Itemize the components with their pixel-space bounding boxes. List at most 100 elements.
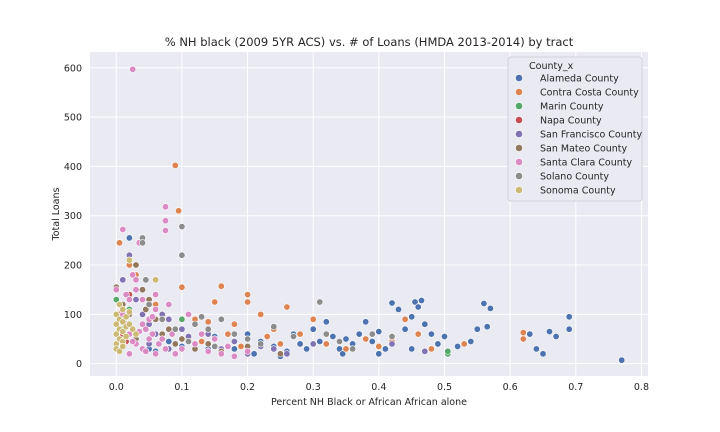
data-point [217,282,225,290]
data-point [427,345,435,353]
legend-label: Napa County [540,116,602,127]
data-point [316,337,324,345]
data-point [142,325,150,333]
legend-label: Contra Costa County [540,88,639,99]
data-point [142,276,150,284]
y-tick-label: 500 [64,113,82,124]
data-point [362,318,370,326]
data-point [335,337,343,345]
data-point [362,335,370,343]
legend-marker [515,172,523,180]
data-point [309,315,317,323]
data-point [414,330,422,338]
data-point [473,325,481,333]
data-point [125,296,133,304]
y-tick-label: 400 [64,162,82,173]
data-point [112,330,120,338]
legend-title: County_x [529,61,574,72]
data-point [401,315,409,323]
data-point [198,337,206,345]
data-point [440,332,448,340]
data-point [158,315,166,323]
data-point [191,340,199,348]
data-point [211,342,219,350]
data-point [142,305,150,313]
data-point [421,320,429,328]
data-point [244,291,252,299]
legend-label: Santa Clara County [540,158,632,169]
data-point [171,350,179,358]
data-point [329,332,337,340]
y-tick-label: 600 [64,63,82,74]
data-point [349,345,357,353]
data-point [519,329,527,337]
data-point [116,300,124,308]
data-points [112,65,626,364]
y-tick-label: 200 [64,261,82,272]
data-point [467,337,475,345]
data-point [178,223,186,231]
data-point [244,298,252,306]
data-point [224,330,232,338]
data-point [375,342,383,350]
data-point [532,345,540,353]
data-point [162,217,170,225]
data-point [316,298,324,306]
data-point [112,296,120,304]
data-point [283,350,291,358]
data-point [618,356,626,364]
data-point [129,337,137,345]
data-point [211,298,219,306]
data-point [388,299,396,307]
data-point [171,325,179,333]
data-point [322,318,330,326]
data-point [139,310,147,318]
data-point [119,305,127,313]
data-point [132,330,140,338]
legend-marker [515,144,523,152]
legend-label: Marin County [540,102,604,113]
x-tick-label: 0.8 [634,382,649,393]
data-point [217,315,225,323]
data-point [171,161,179,169]
data-point [434,340,442,348]
data-point [483,323,491,331]
data-point [129,65,137,73]
data-point [145,335,153,343]
data-point [125,234,133,242]
data-point [168,330,176,338]
data-point [322,330,330,338]
data-point [375,328,383,336]
data-point [132,296,140,304]
data-point [454,342,462,350]
data-point [388,340,396,348]
data-point [526,330,534,338]
data-point [322,340,330,348]
data-point [339,350,347,358]
data-point [171,340,179,348]
data-point [165,315,173,323]
data-point [519,335,527,343]
data-point [198,330,206,338]
data-point [539,350,547,358]
y-tick-label: 100 [64,310,82,321]
data-point [411,298,419,306]
data-point [162,345,170,353]
data-point [152,276,160,284]
data-point [565,313,573,321]
legend: County_x Alameda County Contra Costa Coun… [507,56,643,202]
legend-marker [515,102,523,110]
data-point [224,342,232,350]
data-point [129,271,137,279]
data-point [545,328,553,336]
legend-label: San Francisco County [540,130,642,141]
x-tick-label: 0.2 [240,382,255,393]
data-point [486,304,494,312]
data-point [257,310,265,318]
data-point [112,320,120,328]
data-point [230,320,238,328]
data-point [417,296,425,304]
data-point [178,251,186,259]
data-point [444,347,452,355]
data-point [342,335,350,343]
